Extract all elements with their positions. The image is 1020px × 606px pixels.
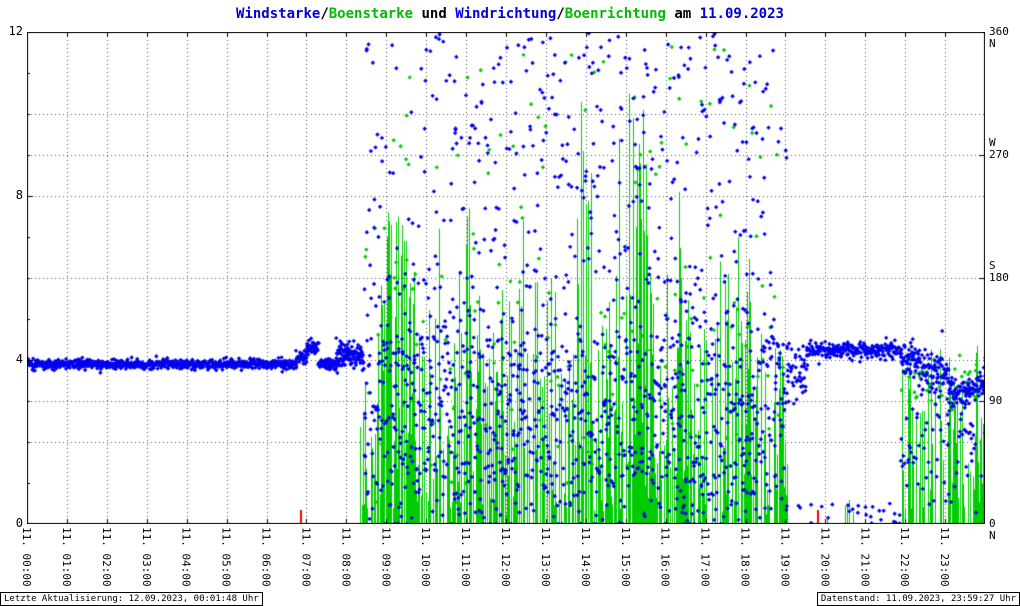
x-tick-label: 11. 14:00: [578, 527, 592, 587]
x-tick-label: 11. 12:00: [499, 527, 512, 587]
x-tick-label: 11. 22:00: [898, 527, 912, 587]
x-tick-label: 11. 07:00: [299, 527, 313, 587]
x-tick-label: 11. 17:00: [698, 527, 712, 587]
y-right-tick-label: S: [989, 259, 996, 272]
title-segment: Boenrichtung: [564, 6, 666, 22]
y-right-tick-label: N: [989, 37, 996, 50]
y-left-tick-label: 4: [15, 352, 23, 366]
wind-chart-canvas: [27, 32, 985, 524]
x-tick-label: 11. 21:00: [858, 527, 872, 587]
x-tick-label: 11. 18:00: [738, 527, 752, 587]
x-tick-label: 11. 03:00: [139, 527, 153, 587]
y-left-tick-label: 0: [15, 516, 23, 530]
data-status-label: Datenstand: 11.09.2023, 23:59:27 Uhr: [816, 592, 1020, 606]
x-tick-label: 11. 06:00: [259, 527, 273, 587]
x-tick-label: 11. 11:00: [459, 527, 473, 587]
x-tick-label: 11. 00:00: [20, 527, 33, 587]
x-tick-label: 11. 13:00: [538, 527, 552, 587]
title-segment: am: [665, 6, 700, 22]
x-tick-label: 11. 19:00: [778, 527, 792, 587]
x-tick-label: 11. 05:00: [219, 527, 233, 587]
x-tick-label: 11. 01:00: [59, 527, 73, 587]
y-right-tick-label: N: [989, 529, 996, 542]
y-right-tick-label: 90: [989, 394, 1003, 407]
x-tick-label: 11. 15:00: [618, 527, 632, 587]
x-tick-label: 11. 08:00: [339, 527, 353, 587]
y-right-tick-label: 0: [989, 517, 996, 530]
title-segment: und: [413, 6, 456, 22]
title-segment: Windstarke: [236, 6, 321, 22]
title-segment: Boenstarke: [328, 6, 414, 22]
y-right-tick-label: 360: [989, 25, 1009, 38]
x-tick-label: 11. 20:00: [818, 527, 832, 587]
x-tick-label: 11. 23:00: [938, 527, 952, 587]
x-tick-label: 11. 02:00: [99, 527, 113, 587]
y-left-tick-label: 12: [8, 24, 23, 38]
title-segment: /: [320, 6, 329, 22]
y-left-tick-label: 8: [15, 188, 23, 202]
y-right-tick-label: 180: [989, 271, 1009, 284]
y-right-tick-label: W: [989, 136, 996, 149]
y-right-tick-label: 270: [989, 148, 1009, 161]
title-segment: 11.09.2023: [699, 6, 784, 22]
title-segment: Windrichtung: [455, 6, 557, 22]
x-tick-label: 11. 04:00: [179, 527, 193, 587]
x-tick-label: 11. 16:00: [658, 527, 672, 587]
chart-title: Windstarke/Boenstarke und Windrichtung/B…: [0, 6, 1020, 22]
x-tick-label: 11. 09:00: [379, 527, 393, 587]
x-tick-label: 11. 10:00: [419, 527, 433, 587]
title-segment: /: [556, 6, 565, 22]
